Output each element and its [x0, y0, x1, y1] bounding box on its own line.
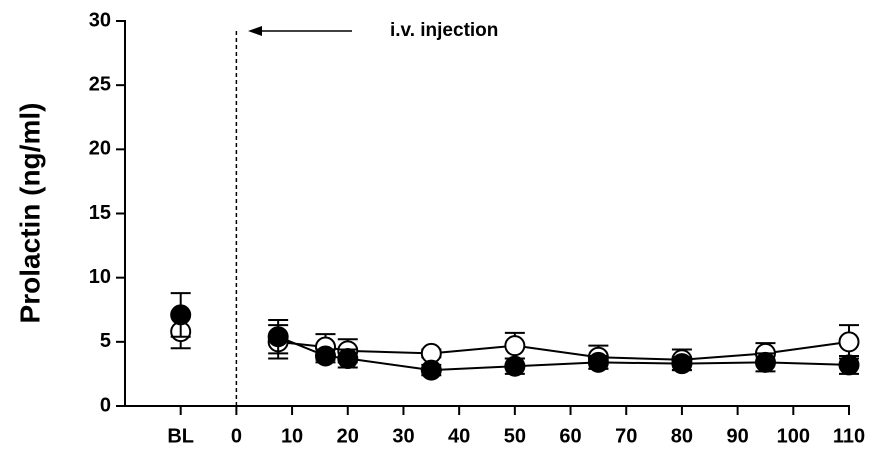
y-tick-label: 10 — [89, 266, 111, 288]
x-tick-label: 20 — [337, 425, 359, 447]
y-tick-label: 20 — [89, 138, 111, 160]
y-tick-label: 15 — [89, 202, 111, 224]
marker — [337, 348, 359, 370]
marker — [504, 335, 526, 357]
arrow-head — [248, 26, 262, 36]
x-tick-label: 80 — [671, 425, 693, 447]
x-tick-label: 90 — [726, 425, 748, 447]
y-tick-label: 25 — [89, 73, 111, 95]
x-tick-label: 70 — [615, 425, 637, 447]
x-tick-label: 0 — [231, 425, 242, 447]
marker — [170, 304, 192, 326]
x-tick-label: 30 — [392, 425, 414, 447]
marker — [671, 353, 693, 375]
x-tick-label: 110 — [833, 425, 865, 447]
marker — [838, 331, 860, 353]
x-tick-label: 60 — [559, 425, 581, 447]
x-tick-label: 50 — [504, 425, 526, 447]
annotation: i.v. injection — [390, 20, 498, 41]
x-tick-label: 10 — [281, 425, 303, 447]
y-tick-label: 30 — [89, 9, 111, 31]
marker — [314, 345, 336, 367]
marker — [754, 351, 776, 373]
x-tick-label: BL — [167, 425, 194, 447]
marker — [838, 354, 860, 376]
y-tick-label: 5 — [100, 330, 111, 352]
marker — [587, 351, 609, 373]
y-axis-label: Prolactin (ng/ml) — [14, 103, 45, 324]
marker — [420, 359, 442, 381]
x-tick-label: 40 — [448, 425, 470, 447]
marker — [504, 355, 526, 377]
y-tick-label: 0 — [100, 394, 111, 416]
x-tick-label: 100 — [777, 425, 810, 447]
marker — [267, 326, 289, 348]
